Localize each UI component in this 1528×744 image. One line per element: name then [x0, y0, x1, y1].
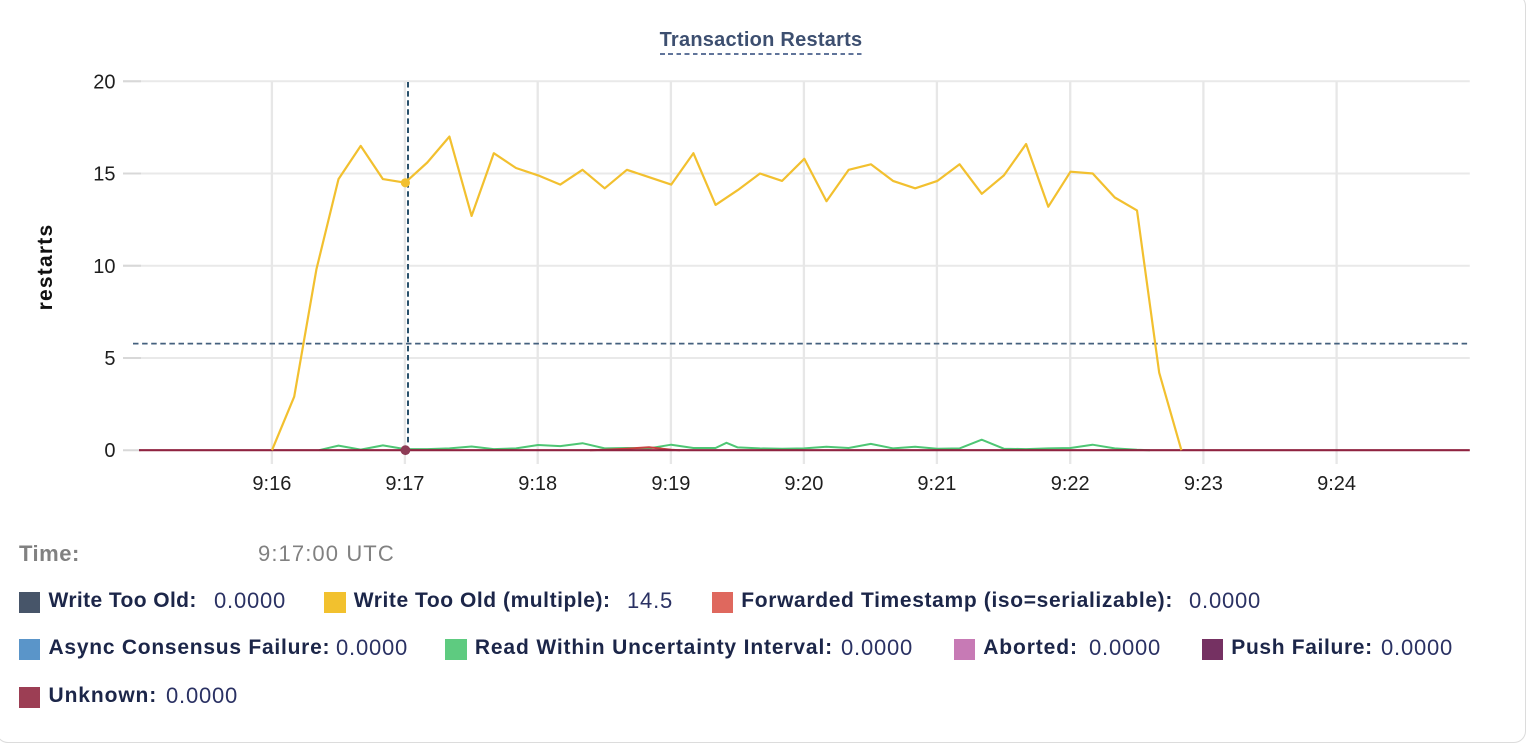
svg-text:9:22: 9:22 [1051, 473, 1090, 495]
svg-text:10: 10 [93, 256, 115, 278]
svg-text:5: 5 [104, 348, 115, 370]
svg-text:0: 0 [104, 440, 115, 462]
svg-text:restarts: restarts [34, 224, 57, 311]
svg-text:15: 15 [93, 164, 115, 186]
svg-text:9:17: 9:17 [385, 473, 424, 495]
svg-text:9:23: 9:23 [1184, 473, 1223, 495]
svg-text:20: 20 [93, 71, 115, 93]
svg-text:9:21: 9:21 [917, 473, 956, 495]
svg-text:9:20: 9:20 [784, 473, 823, 495]
svg-text:9:18: 9:18 [518, 473, 557, 495]
svg-text:9:19: 9:19 [651, 473, 690, 495]
svg-text:9:16: 9:16 [252, 473, 291, 495]
svg-text:9:24: 9:24 [1317, 473, 1356, 495]
